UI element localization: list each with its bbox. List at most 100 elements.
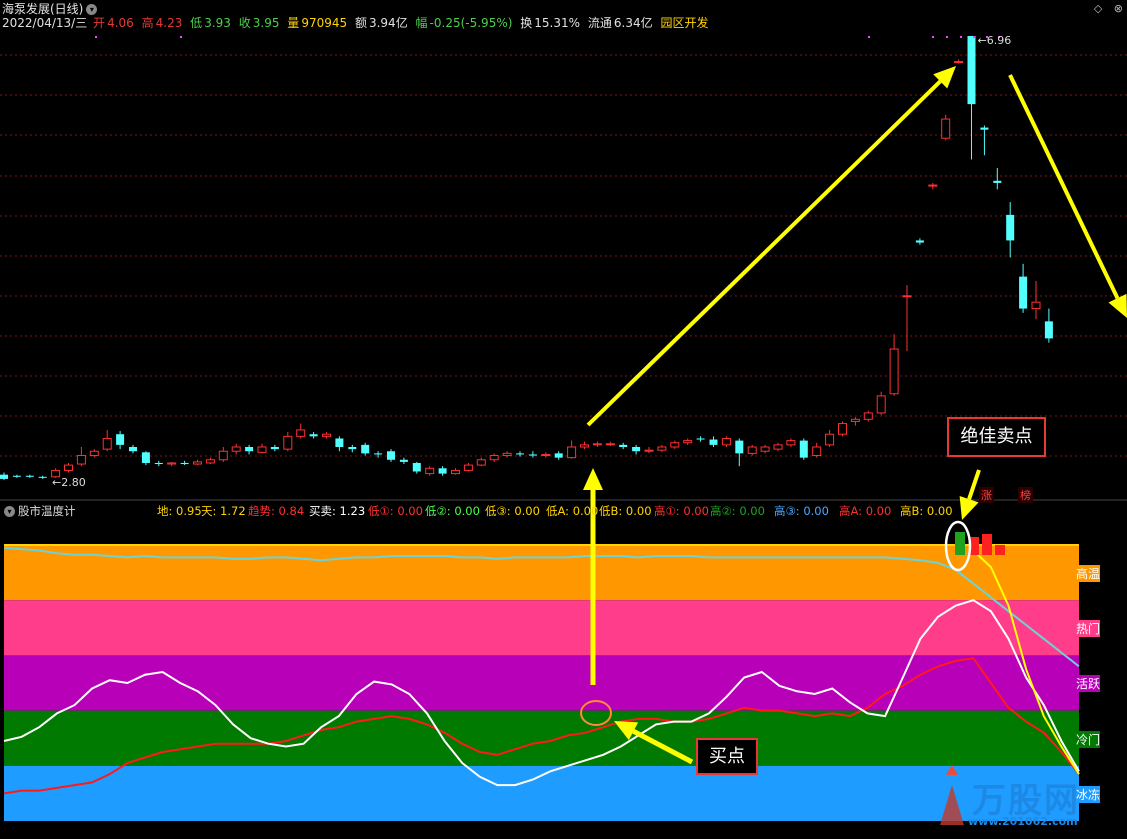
candle-body (1006, 214, 1015, 241)
candle-body (812, 446, 822, 457)
zone-band (4, 655, 1079, 711)
amount-label: 额 3.94亿 (354, 16, 408, 30)
candle-body (928, 184, 938, 187)
indicator-value-6: 低③: 0.00 (485, 504, 540, 518)
candle-body (1044, 321, 1053, 339)
candle-body (399, 459, 408, 462)
candle-body (644, 449, 654, 452)
cyan-line (3, 546, 1080, 668)
stock-title[interactable]: 海泵发展(日线) ▾ (2, 0, 98, 17)
candle-body (502, 452, 512, 457)
zone-band (4, 545, 1079, 601)
candle-body (967, 36, 976, 105)
quote-info-row: 2022/04/13/三 开 4.06 高 4.23 低 3.93 收 3.95 量 97… (2, 14, 710, 31)
indicator-value-11: 高③: 0.00 (774, 504, 829, 518)
watermark-brand: 万股网 (972, 781, 1080, 821)
signal-bars (955, 532, 1005, 555)
candle-body (102, 437, 112, 450)
candle-body (993, 180, 1002, 183)
volume-label: 量 970945 (287, 16, 348, 30)
candle-body (309, 434, 318, 437)
candle-body (516, 453, 524, 455)
candle-body (374, 453, 383, 455)
zone-label-1: 热门 (1076, 620, 1101, 638)
candle-body (838, 423, 847, 435)
buy-circle (580, 700, 612, 726)
candle-body (296, 429, 306, 437)
candle-body (554, 453, 563, 458)
tag-zhang: 涨 (979, 487, 994, 503)
restore-icon[interactable]: ◇ (1093, 2, 1103, 15)
zone-label-2: 活跃 (1076, 675, 1101, 693)
watermark-logo: 万股网 www.201062.com (930, 765, 1110, 839)
down-arrow-shaft (1008, 74, 1120, 300)
candle-body (116, 434, 125, 445)
close-icon[interactable]: ⊗ (1113, 2, 1123, 15)
candle-body (709, 439, 718, 445)
indicator-lines (3, 546, 1080, 795)
candle-body (412, 462, 421, 472)
turnover-label: 换 15.31% (520, 16, 581, 30)
signal-bar (955, 532, 965, 555)
candle-body (941, 118, 951, 139)
candle-body (51, 469, 61, 478)
candle-body (670, 442, 680, 448)
zone-label-4: 冰冻 (1076, 785, 1101, 803)
change-label: 幅 -0.25(-5.95%) (415, 16, 513, 30)
indicator-title[interactable]: ▾ 股市温度计 (4, 503, 76, 519)
float-label: 流通 6.34亿 (587, 16, 653, 30)
indicator-value-4: 低①: 0.00 (368, 504, 423, 518)
candle-body (489, 455, 499, 461)
candle-body (167, 462, 177, 465)
buy-point-box: 买点 (696, 738, 758, 775)
signal-dot (868, 36, 870, 38)
candle-body (876, 395, 886, 414)
candle-body (902, 295, 912, 298)
candle-body (257, 446, 267, 453)
signal-dots (95, 36, 1000, 38)
buy-sell-line (3, 599, 1080, 787)
indicator-value-3: 买卖: 1.23 (309, 504, 366, 518)
candle-body (245, 446, 254, 452)
candle-body (348, 446, 357, 450)
candle-body (1019, 276, 1028, 309)
candle-body (193, 461, 202, 465)
indicator-dropdown-icon[interactable]: ▾ (4, 506, 15, 517)
candle-body (528, 454, 537, 456)
vertical-arrow-head (583, 468, 603, 490)
signal-dot (973, 36, 975, 38)
indicator-value-9: 高①: 0.00 (654, 504, 709, 518)
candle-body (683, 440, 693, 444)
indicator-value-2: 趋势: 0.84 (248, 504, 305, 518)
sector: 园区开发 (660, 16, 709, 30)
grid-lines (0, 54, 1127, 457)
signal-dot (946, 36, 948, 38)
candle-body (735, 440, 744, 454)
low-mark-label: ←2.80 (52, 476, 86, 489)
candle-body (231, 446, 241, 452)
signal-dot (180, 36, 182, 38)
candle-body (915, 240, 924, 243)
buy-arrow-head (614, 721, 639, 741)
dropdown-icon[interactable]: ▾ (86, 4, 98, 15)
signal-dot (998, 36, 1000, 38)
zone-band (4, 600, 1079, 656)
candle-body (425, 467, 435, 475)
signal-bar (969, 537, 979, 555)
annotation-arrows (580, 66, 1127, 765)
candle-body (619, 444, 628, 447)
candle-body (980, 127, 989, 130)
candle-body (773, 444, 783, 450)
candle-body (141, 452, 150, 463)
indicator-value-13: 高B: 0.00 (900, 504, 953, 518)
candle-body (592, 443, 602, 446)
zone-label-0: 高温 (1076, 565, 1101, 582)
signal-bar (995, 545, 1005, 555)
candle-body (825, 433, 835, 446)
signal-bar (982, 534, 992, 555)
low-label: 低 3.93 (190, 16, 231, 30)
candle-body (541, 453, 551, 457)
zone-band (4, 765, 1079, 821)
up-arrow-head (933, 66, 956, 89)
